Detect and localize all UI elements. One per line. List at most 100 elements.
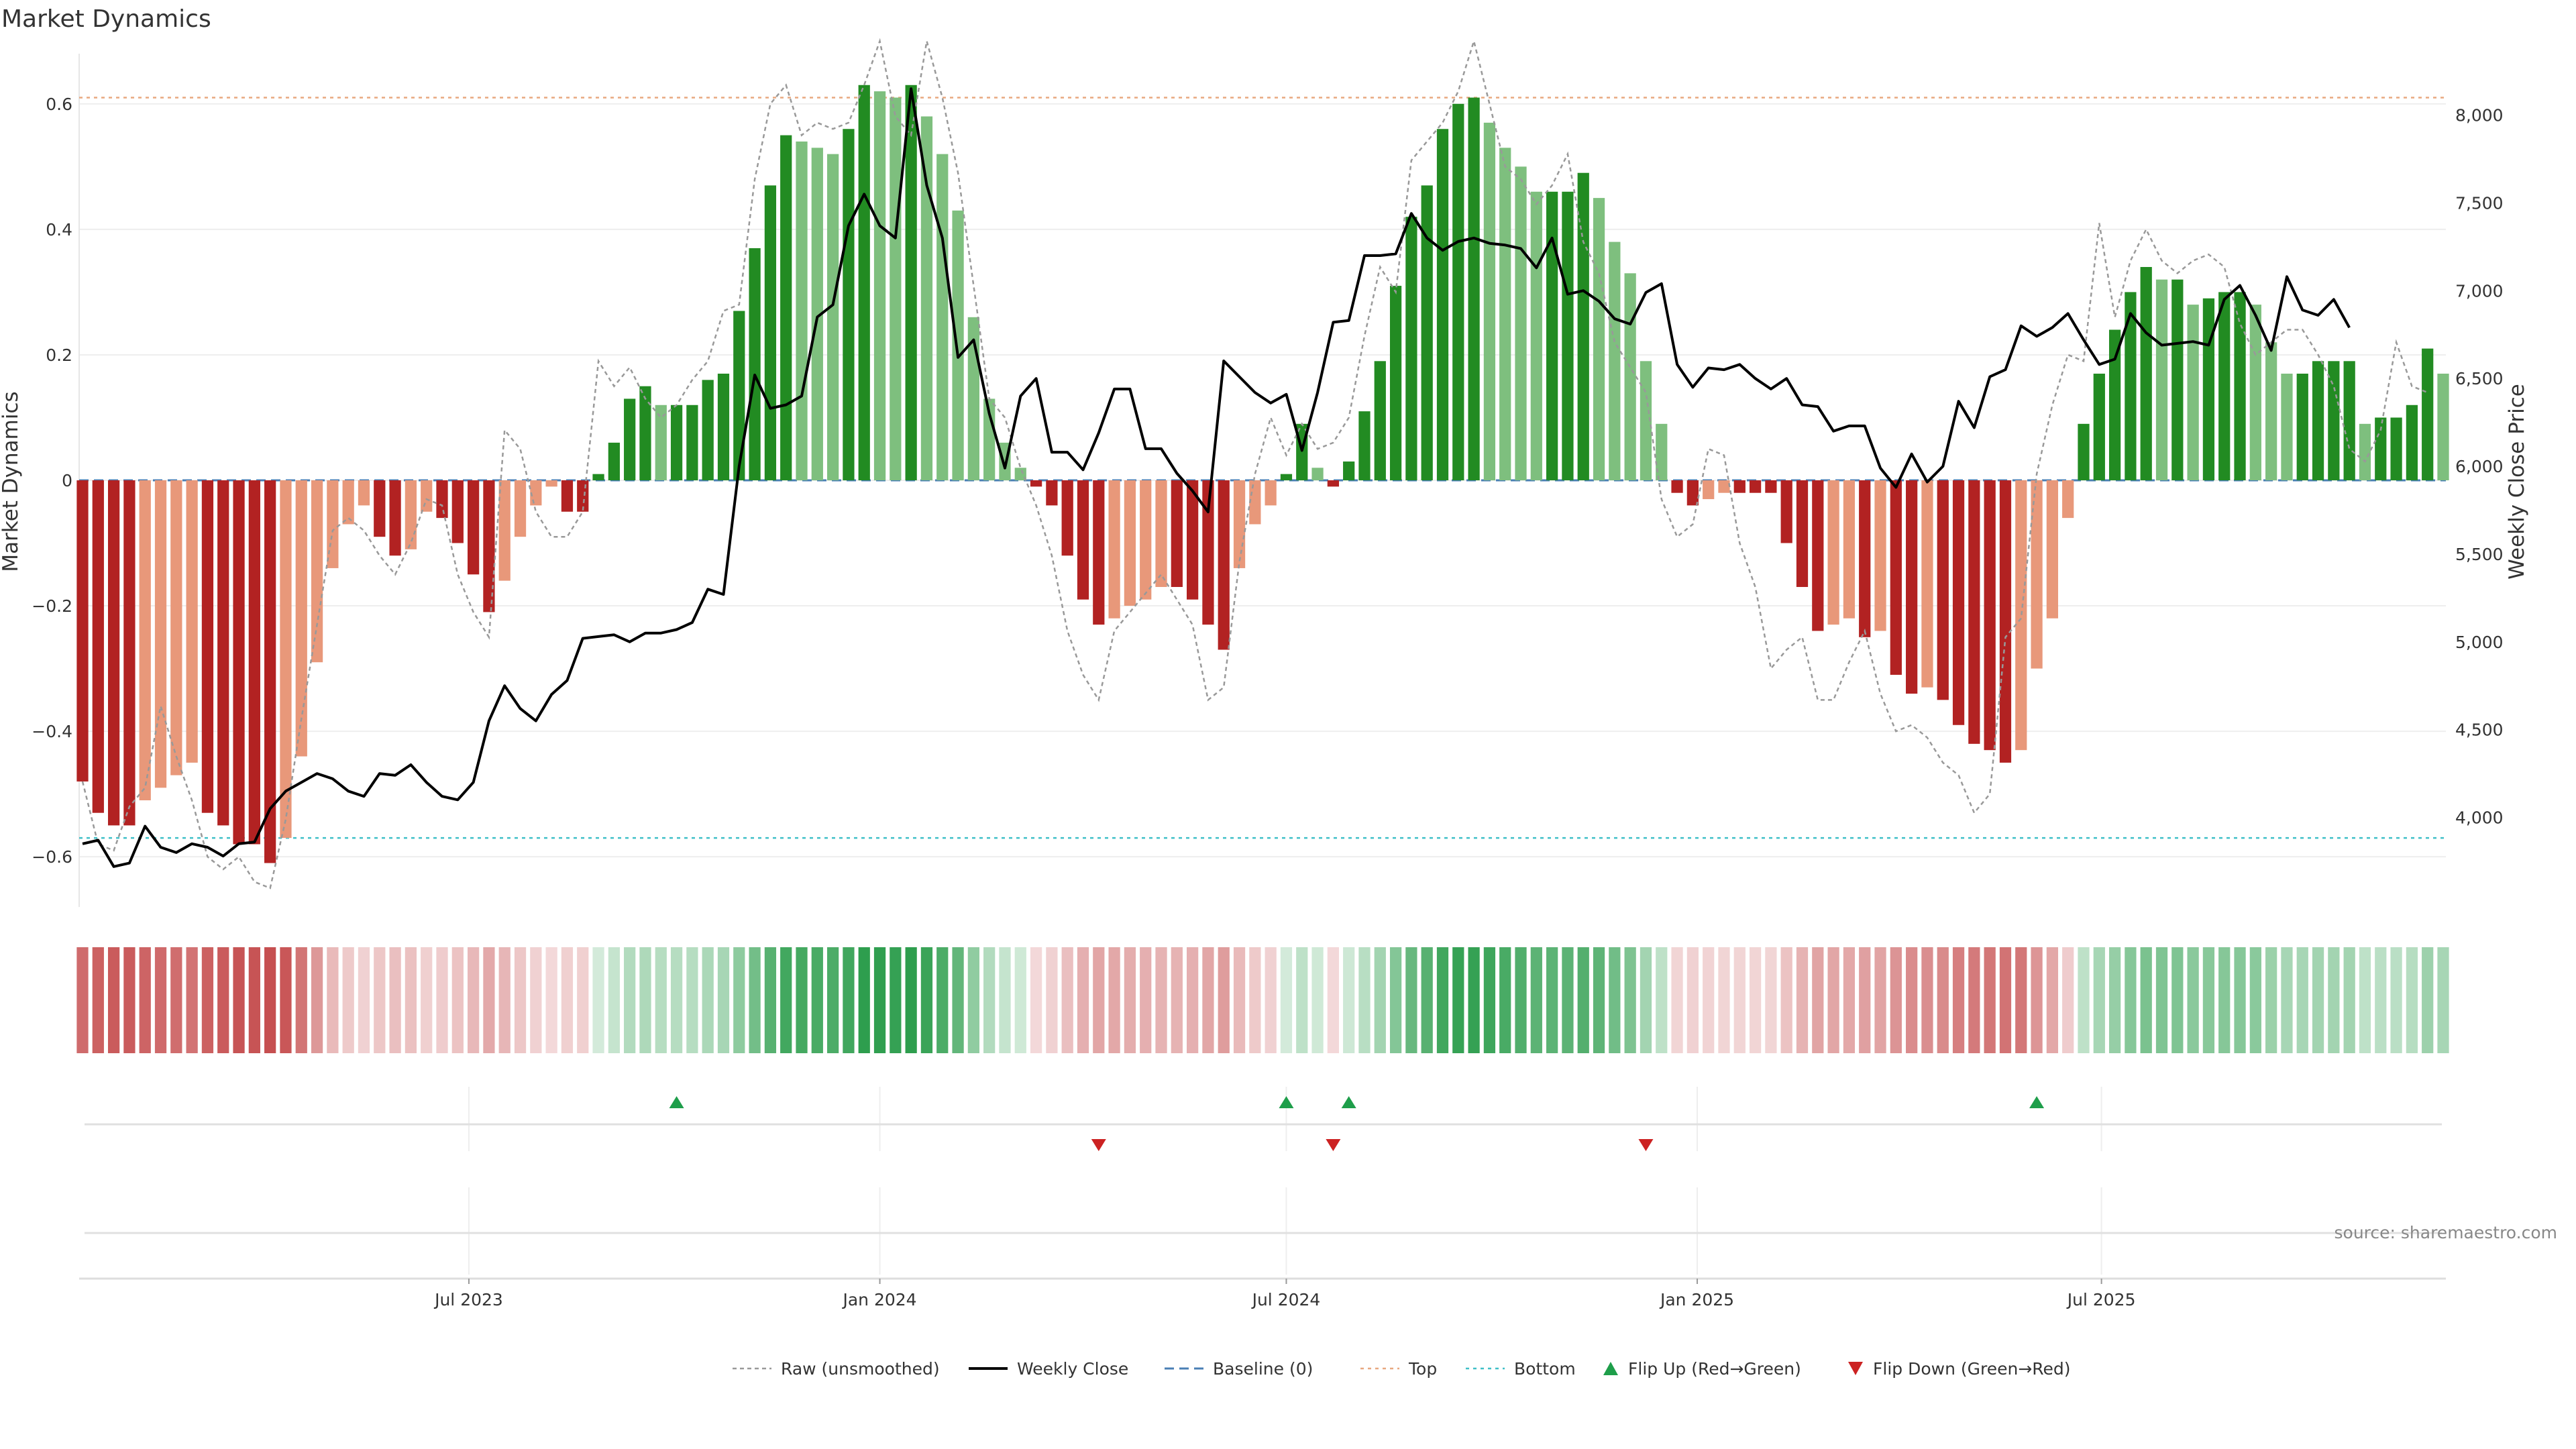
dynamics-bar [280,480,292,839]
heat-cell [1327,947,1339,1053]
dynamics-bar [2312,361,2324,480]
heat-cell [1515,947,1527,1053]
heat-cell [217,947,229,1053]
heat-cell [405,947,417,1053]
dynamics-bar [905,85,917,480]
dynamics-bar [1686,480,1699,506]
heat-cell [2375,947,2387,1053]
heat-cell [1624,947,1636,1053]
dynamics-bar [1014,468,1026,480]
dynamics-bar [154,480,167,788]
heat-cell [1843,947,1856,1053]
heat-cell [983,947,996,1053]
dynamics-bar [1718,480,1730,493]
heat-cell [2108,947,2121,1053]
dynamics-bar [1827,480,1839,625]
legend-label: Bottom [1514,1359,1576,1379]
right-tick-label: 7,000 [2455,281,2504,301]
left-axis-label: Market Dynamics [0,391,23,572]
heat-cell [1468,947,1480,1053]
heat-cell [467,947,480,1053]
dynamics-bar [702,380,714,480]
heat-cell [374,947,386,1053]
heat-cell [873,947,886,1053]
heat-cell [2171,947,2184,1053]
heat-cell [107,947,120,1053]
dynamics-bar [217,480,229,826]
heat-cell [1827,947,1839,1053]
heat-cell [233,947,245,1053]
heat-cell [1546,947,1558,1053]
dynamics-bar [780,135,792,480]
heat-cell [170,947,182,1053]
dynamics-bar [2140,267,2152,480]
heat-cell [358,947,370,1053]
heat-cell [999,947,1011,1053]
dynamics-bar [749,248,761,480]
heat-cell [1952,947,1965,1053]
heat-cell [1483,947,1496,1053]
dynamics-bar [592,474,604,480]
heat-cell [2046,947,2059,1053]
dynamics-bar [421,480,433,512]
dynamics-bar [1389,286,1402,480]
heat-cell [1171,947,1183,1053]
heat-cell [1140,947,1152,1053]
heat-cell [2249,947,2261,1053]
dynamics-bar [311,480,323,663]
dynamics-bar [1562,191,1574,480]
heat-cell [1311,947,1324,1053]
dynamics-bar [2078,423,2090,480]
heat-cell [421,947,433,1053]
dynamics-bar [264,480,276,863]
heat-cell [1780,947,1792,1053]
heat-cell [2359,947,2371,1053]
dynamics-bar [107,480,120,826]
dynamics-bar [2046,480,2059,619]
dynamics-bar [873,91,886,480]
heat-cell [717,947,730,1053]
heat-cell [1296,947,1308,1053]
heat-cell [1906,947,1918,1053]
dynamics-bar [1874,480,1886,631]
heat-cell [1405,947,1417,1053]
legend-label: Top [1408,1359,1437,1379]
heat-cell [2078,947,2090,1053]
dynamics-bar [1890,480,1902,675]
heat-cell [1718,947,1730,1053]
heat-cell [561,947,574,1053]
heat-cell [702,947,714,1053]
flip-down-marker [1326,1139,1341,1151]
dynamics-bar [451,480,464,543]
x-tick-label: Jan 2025 [1659,1290,1734,1309]
dynamics-bar [1124,480,1136,606]
dynamics-bar [483,480,495,612]
heat-cell [764,947,777,1053]
dynamics-bar [2359,423,2371,480]
heat-cell [826,947,839,1053]
heat-cell [967,947,979,1053]
heat-cell [2202,947,2215,1053]
right-tick-label: 4,000 [2455,808,2504,828]
dynamics-bar [201,480,214,813]
heat-cell [2406,947,2418,1053]
dynamics-bar [1280,474,1293,480]
right-tick-label: 7,500 [2455,193,2504,213]
dynamics-bar [1937,480,1949,700]
right-tick-label: 4,500 [2455,720,2504,740]
dynamics-bar [1108,480,1120,619]
heat-cell [1733,947,1746,1053]
dynamics-bar [1733,480,1746,493]
dynamics-bar [139,480,151,800]
dynamics-bar [1921,480,1933,688]
dynamics-bar [2062,480,2074,519]
dynamics-bar [655,405,667,480]
heat-cell [1765,947,1777,1053]
heat-cell [1874,947,1886,1053]
heat-cell [1124,947,1136,1053]
dynamics-bar [467,480,480,575]
left-axis: 0.6 0.4 0.2 0 −0.2 −0.4 −0.6 [32,95,72,867]
dynamics-bar [2093,374,2105,480]
dynamics-bar [858,85,870,480]
dynamics-bar [2171,279,2184,480]
